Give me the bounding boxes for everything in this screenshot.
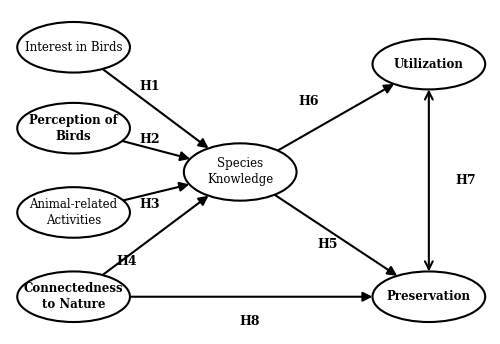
Ellipse shape — [372, 271, 485, 322]
Ellipse shape — [18, 187, 130, 238]
Text: H8: H8 — [240, 314, 260, 327]
Ellipse shape — [372, 39, 485, 89]
Ellipse shape — [18, 271, 130, 322]
Text: Perception of
Birds: Perception of Birds — [29, 114, 118, 143]
Text: H3: H3 — [140, 197, 160, 211]
Text: H6: H6 — [298, 95, 319, 108]
Ellipse shape — [184, 143, 296, 201]
Text: H1: H1 — [139, 79, 160, 93]
Ellipse shape — [18, 22, 130, 73]
Text: H2: H2 — [139, 133, 160, 147]
Text: Preservation: Preservation — [387, 290, 471, 303]
Text: Utilization: Utilization — [394, 58, 464, 71]
Ellipse shape — [18, 103, 130, 153]
Text: H5: H5 — [317, 238, 338, 251]
Text: H7: H7 — [456, 174, 476, 187]
Text: Connectedness
to Nature: Connectedness to Nature — [24, 282, 124, 311]
Text: Species
Knowledge: Species Knowledge — [207, 158, 274, 186]
Text: Interest in Birds: Interest in Birds — [25, 41, 122, 54]
Text: Animal-related
Activities: Animal-related Activities — [30, 198, 118, 227]
Text: H4: H4 — [116, 255, 137, 268]
